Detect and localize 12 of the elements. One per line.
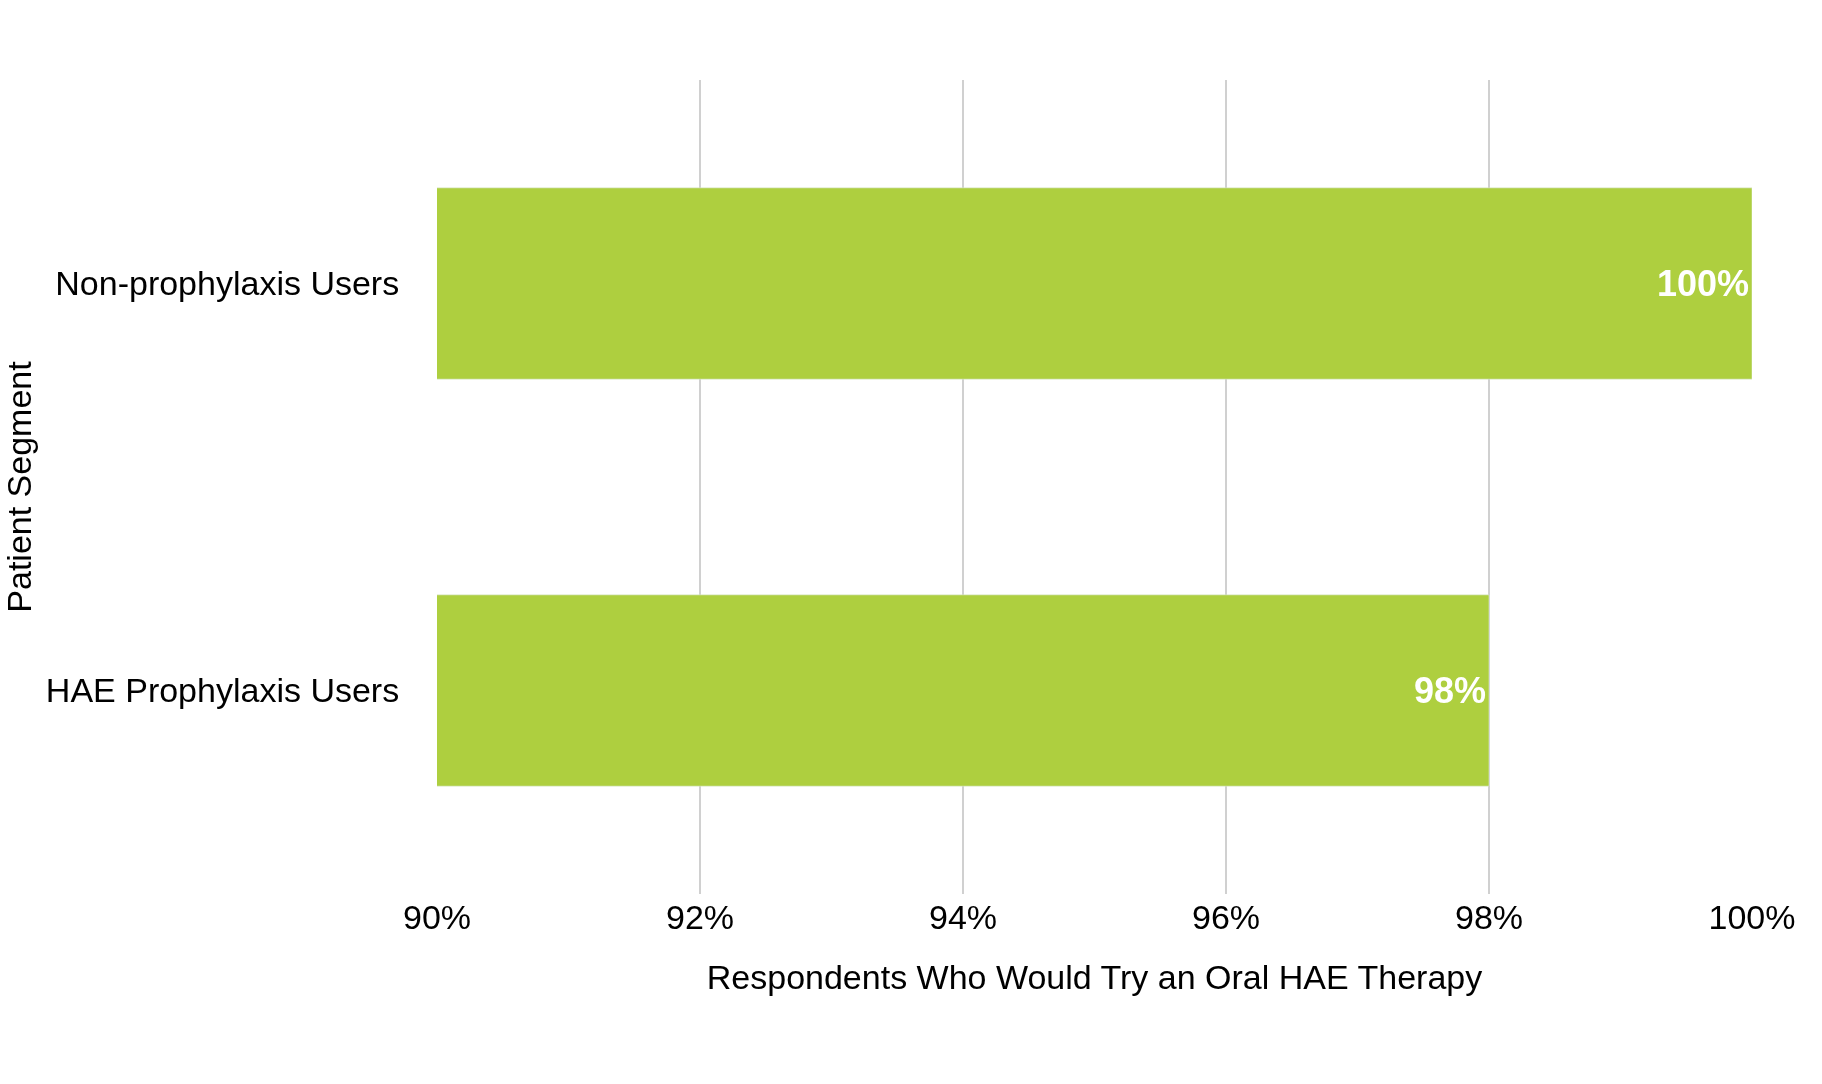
y-tick-label: HAE Prophylaxis Users [45, 671, 400, 710]
x-axis-title: Respondents Who Would Try an Oral HAE Therapy [706, 958, 1483, 997]
data-label: 98% [1413, 670, 1486, 712]
x-tick-label: 98% [1454, 898, 1524, 936]
x-tick-label: 96% [1191, 898, 1261, 936]
y-tick-label: Non-prophylaxis Users [55, 264, 400, 303]
y-axis-title: Patient Segment [0, 360, 38, 613]
x-tick-label: 94% [928, 898, 998, 936]
x-tick-label: 90% [402, 898, 472, 936]
data-label: 100% [1656, 263, 1749, 305]
x-tick-label: 92% [665, 898, 735, 936]
x-tick-label: 100% [1708, 898, 1796, 936]
